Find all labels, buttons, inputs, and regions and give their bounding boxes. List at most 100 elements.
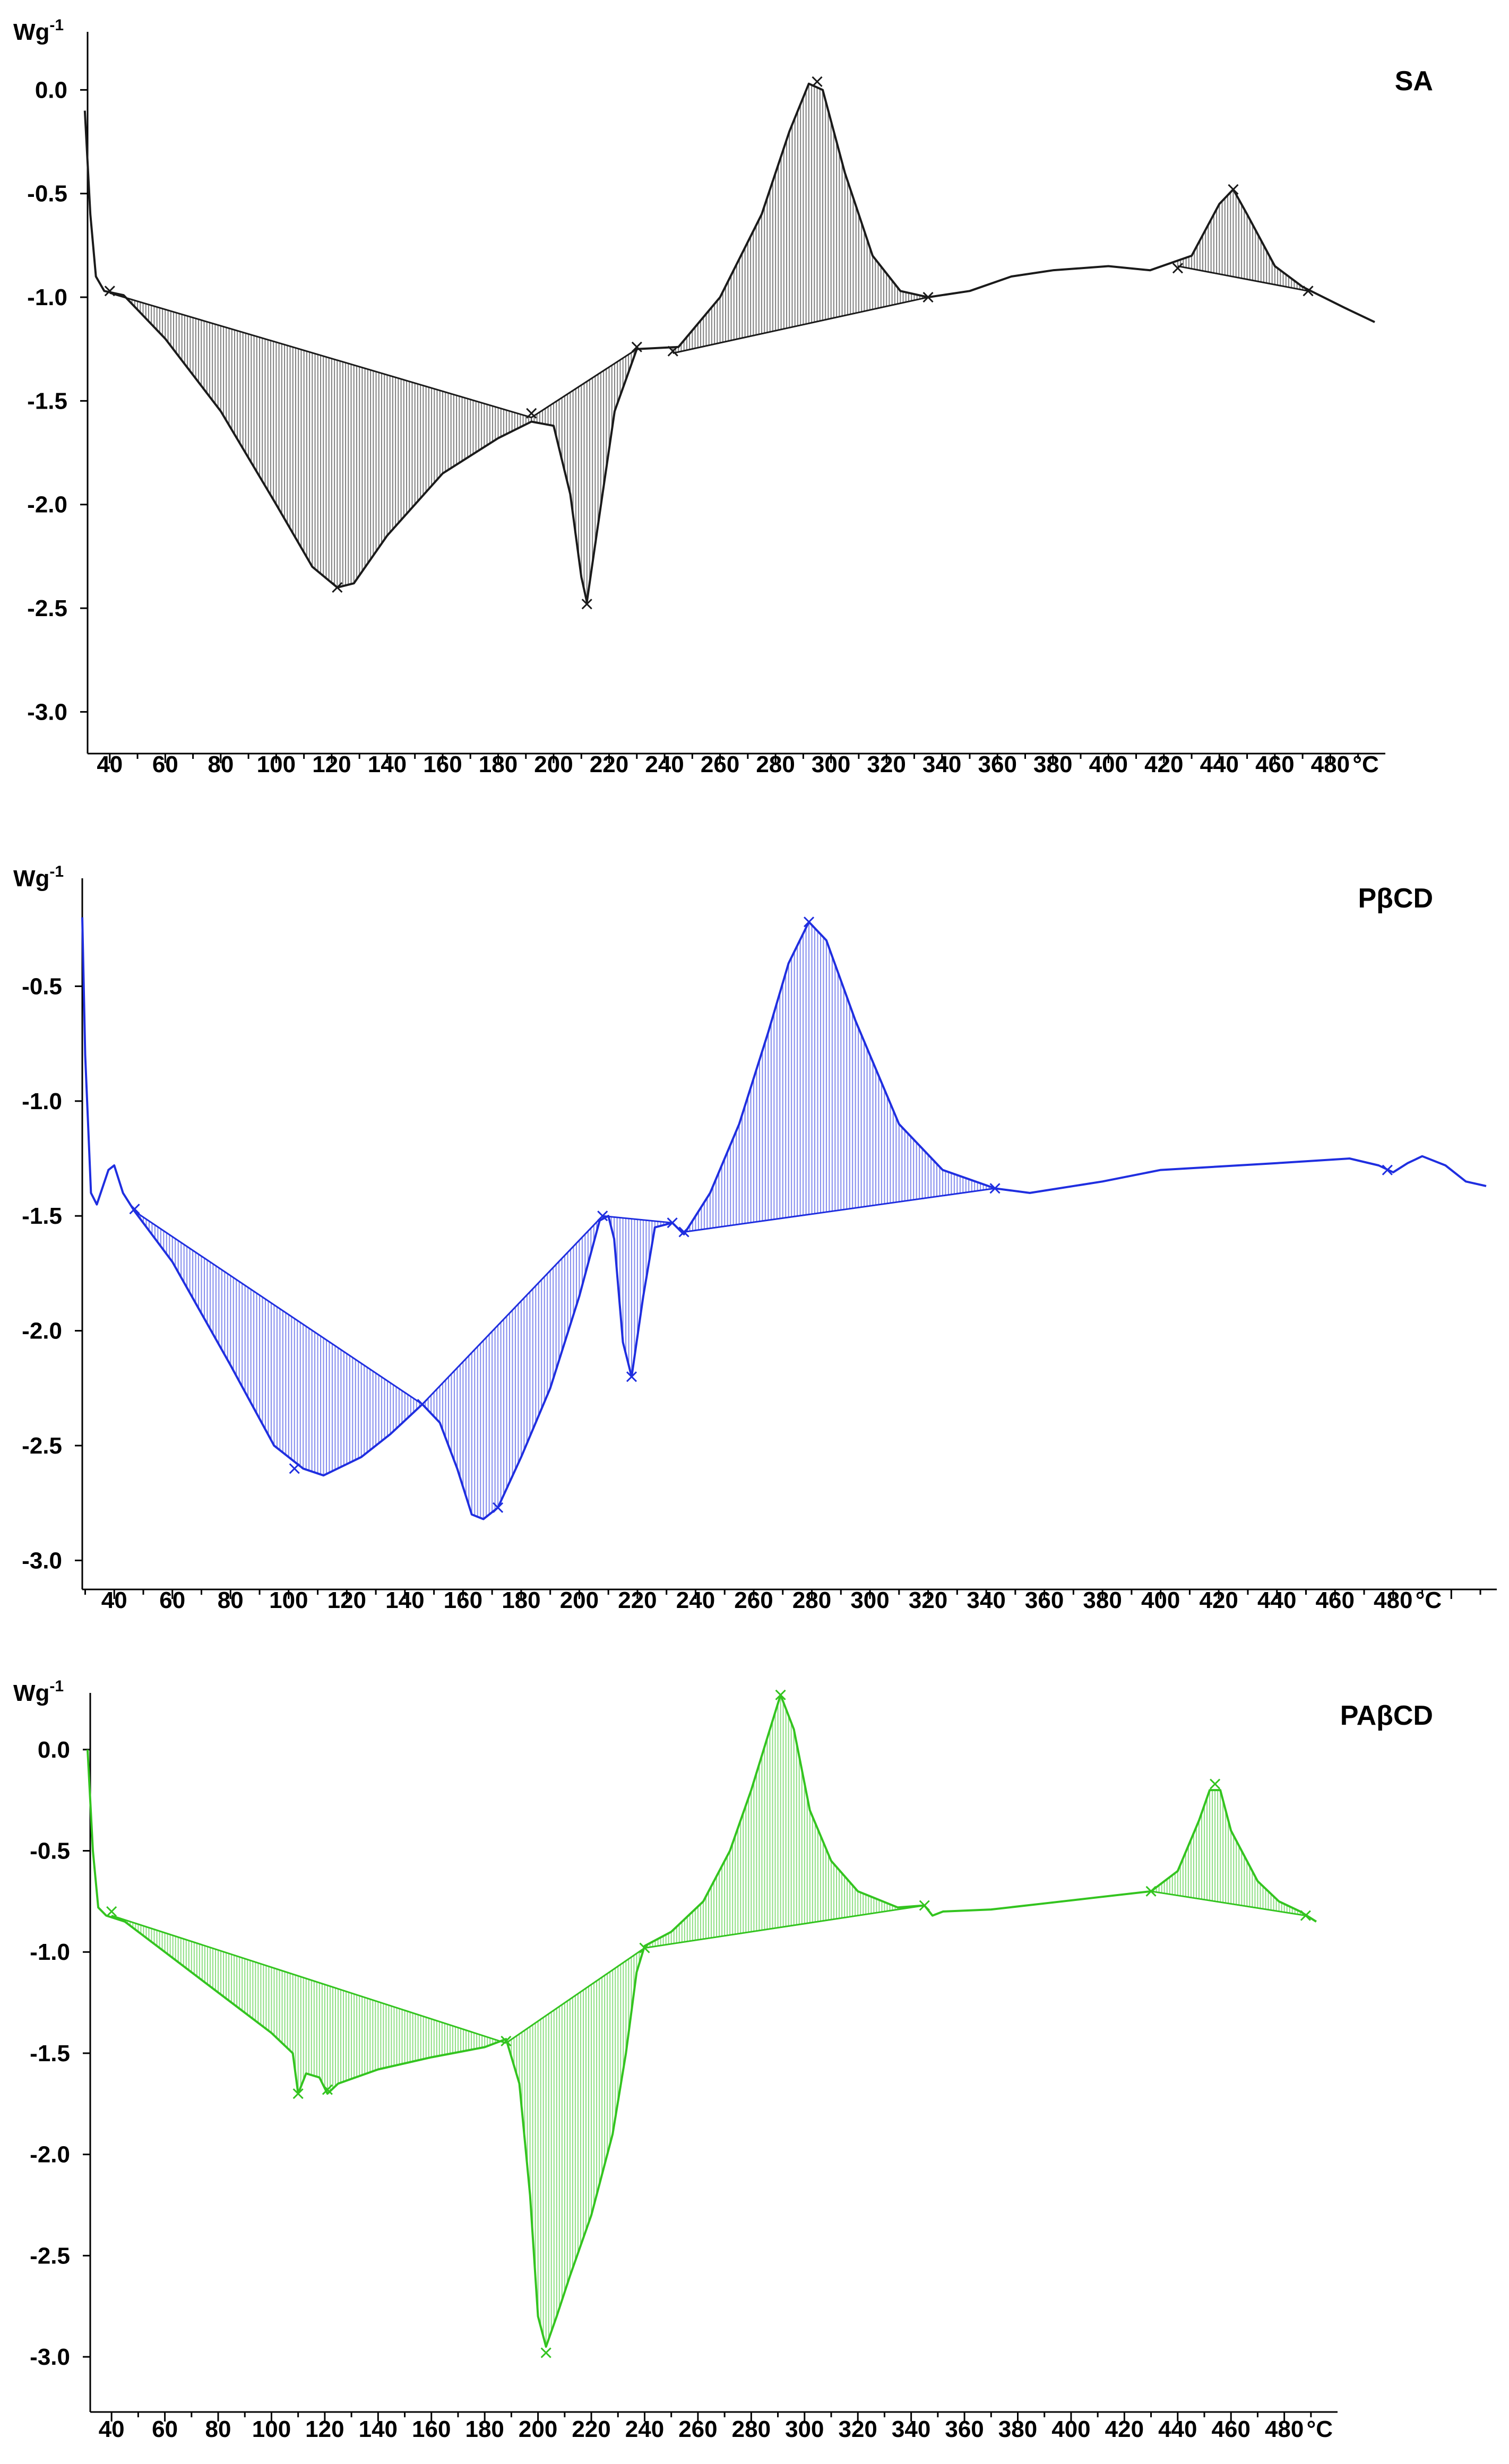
peak-marker	[631, 341, 642, 352]
x-tick-label: 240	[676, 1587, 715, 1613]
y-unit-label: Wg-1	[13, 863, 64, 892]
x-tick-label: 100	[257, 751, 296, 777]
x-tick-label: 280	[756, 751, 795, 777]
y-tick-label: -1.5	[27, 388, 67, 414]
x-tick-label: 440	[1257, 1587, 1296, 1613]
x-tick-label: 460	[1212, 2416, 1251, 2442]
x-tick-label: 400	[1051, 2416, 1090, 2442]
peak-marker	[597, 1211, 608, 1222]
peak-marker	[775, 1689, 786, 1700]
baseline-segment	[505, 1947, 645, 2044]
chart-title: PβCD	[1358, 883, 1433, 914]
y-tick-label: 0.0	[35, 77, 67, 103]
baseline-segment	[109, 292, 532, 419]
x-tick-label: 240	[625, 2416, 664, 2442]
x-tick-label: 60	[152, 751, 178, 777]
peak-marker	[678, 1226, 689, 1238]
x-tick-label: 380	[1033, 751, 1072, 777]
x-tick-label: 160	[412, 2416, 451, 2442]
y-tick-label: -1.0	[30, 1939, 70, 1965]
x-tick-label: 40	[99, 2416, 125, 2442]
baseline-segment	[602, 1215, 672, 1224]
baseline-segment	[684, 1187, 995, 1233]
peak-marker	[812, 76, 823, 87]
peak-marker	[581, 599, 592, 610]
integration-region	[531, 348, 637, 602]
x-tick-label: 140	[359, 2416, 398, 2442]
baseline-segment	[672, 296, 928, 355]
y-tick-label: -1.0	[22, 1088, 62, 1114]
peak-marker	[332, 582, 343, 593]
x-tick-label: 240	[645, 751, 684, 777]
dsc-curve	[83, 82, 1375, 603]
y-tick-label: -2.5	[27, 595, 67, 621]
peak-marker	[626, 1371, 637, 1382]
y-tick-label: 0.0	[38, 1737, 70, 1763]
y-tick-label: -1.0	[27, 284, 67, 310]
x-tick-label: 280	[792, 1587, 831, 1613]
peak-marker	[501, 2035, 512, 2047]
x-tick-label: 200	[560, 1587, 599, 1613]
pbcd-dsc-chart: Wg-1 PβCD -0.5 -1.0 -1.5 -2.0 -2.5 -3.0 40 60 80 10…	[13, 863, 1497, 1613]
x-tick-label: 220	[572, 2416, 610, 2442]
baseline-segment	[644, 1905, 925, 1949]
x-tick-label: 180	[502, 1587, 540, 1613]
x-unit-label: °C	[1416, 1587, 1442, 1613]
y-tick-label: -2.5	[22, 1433, 62, 1459]
integration-region	[1151, 1790, 1306, 1917]
pabcd-dsc-chart: Wg-1 PAβCD 0.0 -0.5 -1.0 -1.5 -2.0 -2.5 -3.0 40 60…	[13, 1678, 1433, 2442]
x-unit-label: °C	[1307, 2416, 1333, 2442]
x-tick-label: 180	[465, 2416, 504, 2442]
x-tick-label: 140	[368, 751, 407, 777]
x-tick-label: 360	[978, 751, 1017, 777]
y-tick-label: -1.5	[22, 1203, 62, 1229]
x-tick-label: 280	[732, 2416, 771, 2442]
integration-region	[683, 922, 995, 1234]
x-tick-label: 320	[838, 2416, 877, 2442]
baseline-segment	[421, 1215, 603, 1405]
x-tick-label: 420	[1144, 751, 1183, 777]
x-tick-label: 120	[305, 2416, 344, 2442]
x-tick-label: 120	[312, 751, 351, 777]
y-unit-superscript: -1	[49, 863, 64, 880]
x-tick-label: 360	[1025, 1587, 1064, 1613]
peak-marker	[289, 1463, 300, 1474]
peak-marker	[1145, 1886, 1157, 1897]
integration-region	[505, 1946, 645, 2347]
dsc-curve	[81, 917, 1487, 1520]
x-unit-label: °C	[1352, 751, 1378, 777]
integration-region	[111, 1915, 507, 2094]
x-tick-label: 480	[1265, 2416, 1304, 2442]
y-unit-label: Wg-1	[13, 1678, 64, 1706]
x-tick-label: 80	[208, 751, 234, 777]
peak-marker	[1172, 263, 1183, 274]
peak-marker	[540, 2347, 551, 2358]
y-tick-label: -0.5	[27, 181, 67, 207]
sa-dsc-chart: Wg-1 SA 0.0 -0.5 -1.0 -1.5 -2.0 -2.5 -3.0 40 60 80 1…	[13, 16, 1433, 777]
baseline-segment	[111, 1915, 506, 2044]
x-tick-label: 120	[327, 1587, 366, 1613]
x-tick-label: 360	[945, 2416, 984, 2442]
y-tick-label: -0.5	[30, 1838, 70, 1864]
x-tick-label: 80	[205, 2416, 231, 2442]
baseline-segment	[531, 348, 637, 418]
x-tick-label: 40	[101, 1587, 127, 1613]
peak-marker	[919, 1900, 930, 1911]
dsc-curve	[87, 1693, 1317, 2348]
chart-title: PAβCD	[1340, 1700, 1433, 1731]
x-tick-label: 40	[97, 751, 123, 777]
x-tick-label: 220	[590, 751, 628, 777]
y-unit-label: Wg-1	[13, 16, 64, 45]
x-tick-label: 300	[850, 1587, 889, 1613]
x-tick-label: 340	[967, 1587, 1005, 1613]
x-tick-label: 200	[534, 751, 573, 777]
x-tick-label: 180	[479, 751, 518, 777]
x-tick-label: 260	[678, 2416, 717, 2442]
peak-marker	[526, 408, 537, 419]
x-tick-label: 340	[922, 751, 961, 777]
y-unit-superscript: -1	[49, 1678, 64, 1695]
x-tick-label: 460	[1316, 1587, 1355, 1613]
x-tick-label: 100	[269, 1587, 308, 1613]
x-tick-label: 200	[519, 2416, 557, 2442]
x-tick-label: 260	[701, 751, 739, 777]
